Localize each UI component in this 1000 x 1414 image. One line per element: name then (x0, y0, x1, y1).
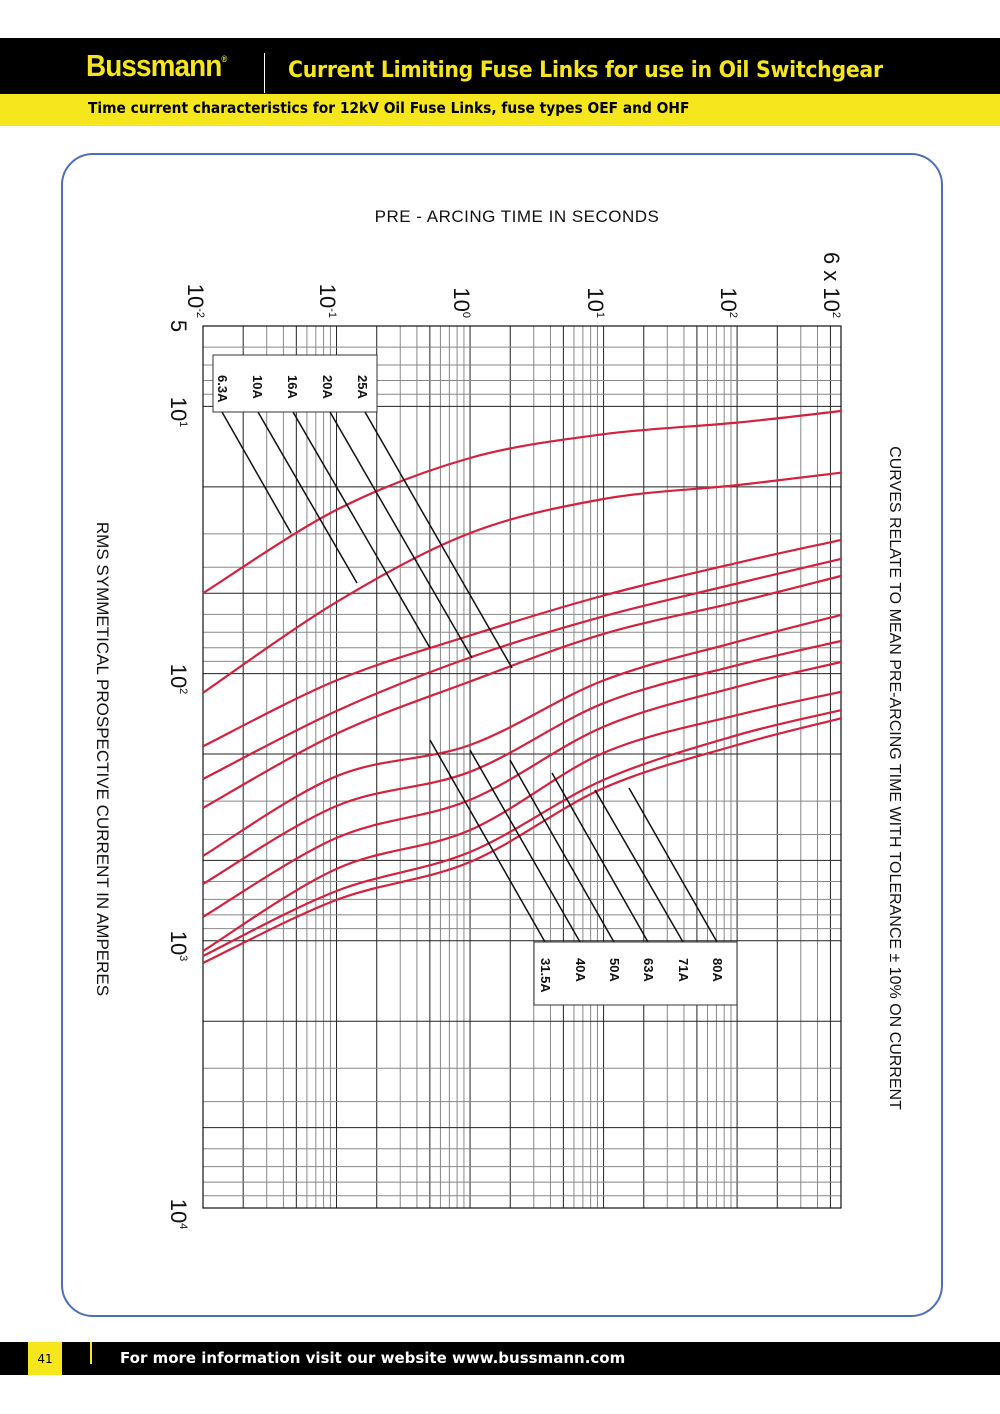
x-tick-label: 10-1 (315, 284, 340, 318)
x-tick-label: 100 (449, 287, 474, 318)
subtitle-bar (0, 94, 1000, 126)
leader-lines (221, 411, 718, 943)
y-tick-label: 103 (166, 931, 191, 962)
curve-label-10a: 10A (250, 375, 265, 399)
curve-label-16a: 16A (285, 375, 300, 399)
footer-divider (90, 1342, 92, 1364)
brand-name: Bussmann (86, 48, 222, 83)
page-subtitle: Time current characteristics for 12kV Oi… (88, 99, 690, 117)
upper-legend-box (212, 354, 378, 413)
tolerance-note: CURVES RELATE TO MEAN PRE-ARCING TIME WI… (886, 446, 903, 1110)
fuse-curve-31.5a (202, 613, 842, 857)
chart-grid (202, 325, 842, 1209)
leader-line (551, 772, 649, 943)
fuse-curve-40a (202, 639, 842, 885)
fuse-curve-20a (202, 557, 842, 780)
bussmann-logo: Bussmann® (86, 48, 227, 84)
leader-line (364, 411, 513, 669)
leader-line (469, 749, 581, 943)
leader-line (221, 411, 292, 534)
fuse-curve-6.3a (202, 409, 842, 595)
curve-label-6.3a: 6.3A (215, 375, 230, 403)
curve-label-50a: 50A (607, 958, 622, 982)
x-tick-label: 6 x 102 (819, 252, 844, 318)
x-tick-label: 101 (583, 287, 608, 318)
curve-label-80a: 80A (710, 958, 725, 982)
y-tick-label: 101 (166, 397, 191, 428)
x-tick-label: 10-2 (183, 284, 208, 318)
leader-line (257, 411, 358, 584)
footer-website-text: For more information visit our website w… (120, 1349, 626, 1367)
curve-label-20a: 20A (320, 375, 335, 399)
fuse-curve-16a (202, 538, 842, 748)
leader-line (628, 787, 718, 943)
header-divider (264, 53, 265, 93)
fuse-curve-10a (202, 471, 842, 694)
y-tick-label: 104 (166, 1199, 191, 1230)
fuse-curves (202, 409, 842, 964)
chart-frame (61, 153, 943, 1317)
leader-line (509, 759, 615, 943)
curve-label-25a: 25A (355, 375, 370, 399)
x-axis-title: PRE - ARCING TIME IN SECONDS (375, 207, 660, 226)
fuse-curve-63a (202, 690, 842, 952)
fuse-curve-25a (202, 574, 842, 809)
page-number: 41 (28, 1342, 62, 1375)
fuse-curve-80a (202, 717, 842, 964)
leader-line (429, 739, 546, 943)
page-title: Current Limiting Fuse Links for use in O… (288, 58, 883, 83)
y-tick-label: 102 (166, 664, 191, 695)
leader-line (329, 411, 473, 659)
lower-legend-box (533, 941, 738, 1006)
y-axis-title: RMS SYMMETICAL PROSPECTIVE CURRENT IN AM… (93, 522, 112, 996)
curve-label-40a: 40A (573, 958, 588, 982)
curve-label-63a: 63A (641, 958, 656, 982)
leader-line (594, 789, 684, 943)
footer-bar (0, 1342, 1000, 1375)
plot-border (202, 325, 842, 1209)
registered-mark: ® (221, 54, 227, 64)
y-tick-label: 5 (166, 320, 191, 332)
header-bar (0, 38, 1000, 94)
fuse-curve-71a (202, 709, 842, 957)
curve-label-31.5a: 31.5A (538, 958, 553, 993)
leader-line (292, 411, 431, 649)
x-tick-label: 102 (716, 287, 741, 318)
fuse-curve-50a (202, 660, 842, 918)
curve-label-71a: 71A (676, 958, 691, 982)
